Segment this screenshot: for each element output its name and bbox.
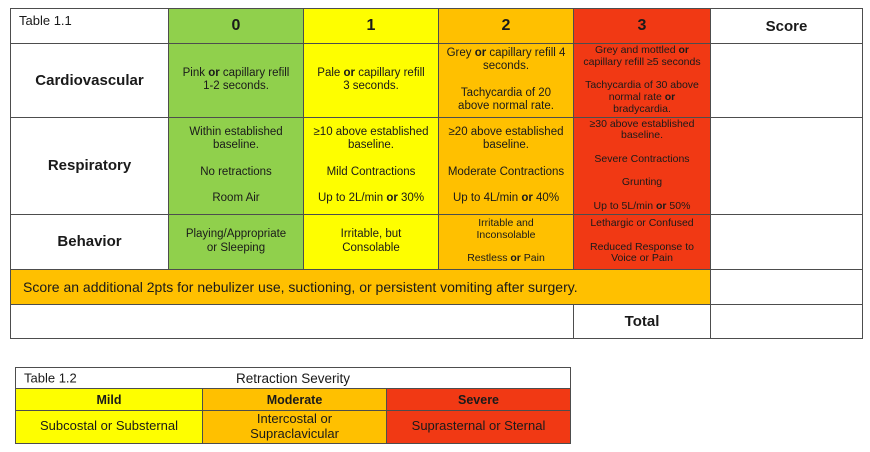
severity-header-mild: Mild (15, 388, 203, 411)
score-cell-respiratory (710, 116, 863, 215)
cell-behavior-0: Playing/Appropriate or Sleeping (168, 213, 304, 270)
cell-cardiovascular-1: Pale or capillary refill 3 seconds. (303, 43, 439, 118)
cell-behavior-1: Irritable, but Consolable (303, 213, 439, 270)
row-label-cardiovascular: Cardiovascular (10, 43, 169, 118)
severity-header-moderate: Moderate (202, 388, 387, 411)
cell-behavior-2: Irritable and Inconsolable Restless or Pai… (438, 213, 574, 270)
cell-cardiovascular-0: Pink or capillary refill 1-2 seconds. (168, 43, 304, 118)
table-row: Mild Moderate Severe (15, 388, 572, 411)
table-row: Subcostal or Substernal Intercostal or Su… (15, 410, 572, 444)
score-cell-cardiovascular (710, 43, 863, 118)
cell-cardiovascular-3: Grey and mottled or capillary refill ≥5 s… (573, 43, 711, 118)
table-row: Respiratory Within established baseline. N… (10, 116, 863, 215)
table2-title-row: Table 1.2 Retraction Severity (14, 367, 572, 389)
column-header-score: Score (710, 8, 863, 44)
retraction-severity-table: Table 1.2 Retraction Severity Mild Moder… (14, 367, 572, 444)
column-header-1: 1 (303, 8, 439, 44)
score-cell-additional (710, 268, 863, 305)
cell-severe: Suprasternal or Sternal (385, 410, 572, 444)
cell-respiratory-2: ≥20 above established baseline. Moderate C… (438, 116, 574, 215)
row-label-respiratory: Respiratory (10, 116, 169, 215)
cell-moderate: Intercostal or Supraclavicular (202, 410, 387, 444)
cell-respiratory-1: ≥10 above established baseline. Mild Contr… (303, 116, 439, 215)
score-cell-total (710, 303, 863, 339)
column-header-0: 0 (168, 8, 304, 44)
table-row: Total (10, 303, 863, 339)
total-row-spacer (10, 303, 574, 339)
table-row: Cardiovascular Pink or capillary refill 1… (10, 43, 863, 118)
table-row: Score an additional 2pts for nebulizer u… (10, 268, 863, 305)
row-label-behavior: Behavior (10, 213, 169, 270)
cell-respiratory-3: ≥30 above established baseline. Severe Con… (573, 116, 711, 215)
table2-title: Table 1.2 (24, 370, 77, 386)
table-row: Table 1.1 0 1 2 3 Score (10, 8, 863, 44)
additional-points-note: Score an additional 2pts for nebulizer u… (10, 268, 711, 305)
score-cell-behavior (710, 213, 863, 270)
column-header-2: 2 (438, 8, 574, 44)
cell-cardiovascular-2: Grey or capillary refill 4 seconds. Tachyc… (438, 43, 574, 118)
score-table: Table 1.1 0 1 2 3 Score Cardiovascular P… (10, 8, 863, 339)
cell-behavior-3: Lethargic or Confused Reduced Response to… (573, 213, 711, 270)
total-label: Total (573, 303, 711, 339)
table-row: Behavior Playing/Appropriate or Sleeping … (10, 213, 863, 270)
cell-respiratory-0: Within established baseline. No retraction… (168, 116, 304, 215)
table1-title: Table 1.1 (10, 8, 169, 44)
severity-header-severe: Severe (385, 388, 572, 411)
cell-mild: Subcostal or Substernal (15, 410, 203, 444)
column-header-3: 3 (573, 8, 711, 44)
table2-heading: Retraction Severity (235, 370, 351, 386)
table-row: Table 1.2 Retraction Severity (14, 367, 572, 389)
